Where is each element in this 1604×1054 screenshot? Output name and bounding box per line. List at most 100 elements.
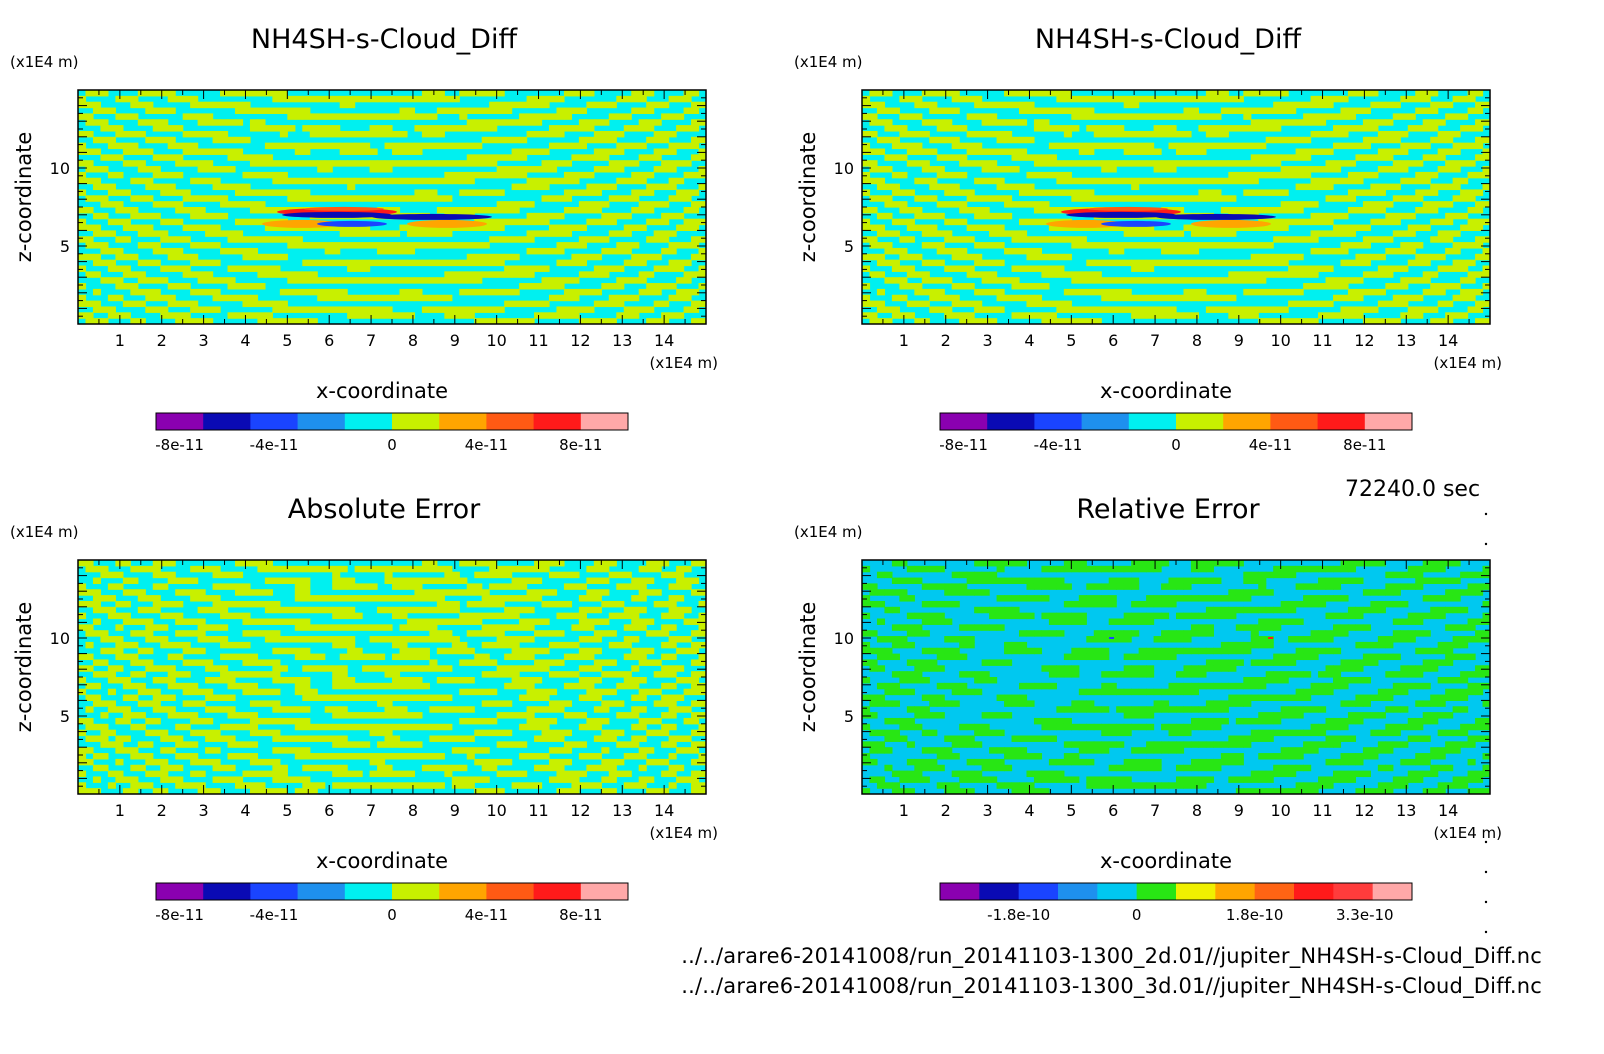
- field-cell: [1437, 166, 1446, 173]
- field-cell: [167, 560, 176, 567]
- field-cell: [235, 741, 244, 748]
- field-cell: [1041, 265, 1050, 272]
- field-cell: [249, 125, 259, 132]
- field-cell: [623, 653, 632, 661]
- field-cell: [1452, 142, 1461, 150]
- field-cell: [414, 753, 423, 760]
- field-cell: [563, 113, 573, 120]
- field-cell: [197, 565, 206, 573]
- field-cell: [264, 606, 273, 614]
- field-cell: [1131, 306, 1140, 313]
- field-cell: [1340, 306, 1349, 313]
- field-cell: [287, 242, 296, 249]
- field-cell: [549, 717, 558, 725]
- field-cell: [392, 741, 401, 748]
- field-cell: [1280, 136, 1289, 144]
- field-cell: [1265, 90, 1274, 97]
- field-cell: [436, 565, 445, 573]
- field-cell: [556, 294, 565, 302]
- field-cell: [676, 776, 685, 783]
- field-cell: [601, 201, 610, 208]
- field-cell: [369, 125, 378, 132]
- field-cell: [578, 712, 587, 719]
- field-cell: [362, 753, 371, 760]
- field-cell: [951, 265, 960, 272]
- field-cell: [1213, 294, 1222, 302]
- field-cell: [601, 618, 610, 625]
- field-cell: [1086, 288, 1095, 296]
- field-cell: [519, 201, 528, 208]
- field-cell: [421, 589, 430, 596]
- field-cell: [1101, 306, 1110, 313]
- field-cell: [100, 242, 109, 249]
- field-cell: [92, 764, 102, 772]
- field-cell: [100, 247, 109, 255]
- field-cell: [623, 230, 632, 237]
- field-cell: [631, 242, 640, 249]
- field-cell: [1333, 177, 1342, 185]
- field-cell: [354, 595, 363, 602]
- field-cell: [302, 288, 311, 296]
- field-cell: [1258, 253, 1267, 261]
- field-cell: [646, 758, 655, 766]
- field-cell: [1250, 107, 1259, 114]
- field-cell: [578, 224, 587, 231]
- field-cell: [1258, 277, 1267, 284]
- field-cell: [175, 600, 184, 608]
- field-cell: [1475, 119, 1484, 126]
- field-cell: [197, 589, 206, 596]
- field-cell: [511, 318, 520, 324]
- field-cell: [504, 606, 513, 614]
- field-cell: [137, 230, 146, 237]
- field-cell: [929, 166, 938, 173]
- field-cell: [549, 641, 558, 649]
- field-cell: [578, 682, 587, 690]
- field-cell: [541, 247, 550, 255]
- field-cell: [406, 148, 416, 155]
- field-cell: [78, 688, 87, 696]
- field-cell: [921, 288, 930, 296]
- field-cell: [668, 753, 677, 760]
- field-cell: [616, 300, 625, 308]
- x-tick-label: 3: [199, 331, 209, 350]
- field-cell: [1153, 130, 1162, 138]
- field-cell: [1033, 283, 1043, 290]
- field-cell: [489, 571, 498, 579]
- field-cell: [1280, 318, 1289, 324]
- field-cell: [1243, 160, 1252, 167]
- field-cell: [115, 294, 124, 302]
- field-cell: [414, 242, 423, 249]
- field-cell: [1265, 218, 1274, 226]
- field-cell: [481, 560, 490, 567]
- field-cell: [287, 776, 296, 783]
- field-cell: [1340, 259, 1349, 267]
- field-cell: [406, 107, 416, 114]
- field-cell: [1340, 130, 1349, 138]
- field-cell: [698, 612, 706, 620]
- field-cell: [414, 125, 423, 132]
- field-cell: [1033, 90, 1043, 97]
- field-cell: [1310, 166, 1319, 173]
- field-cell: [257, 271, 266, 278]
- field-cell: [1340, 283, 1349, 290]
- field-cell: [1430, 183, 1439, 191]
- field-cell: [212, 595, 221, 602]
- field-cell: [160, 747, 169, 754]
- field-cell: [563, 207, 573, 214]
- field-cell: [347, 694, 356, 701]
- field-cell: [362, 265, 371, 272]
- field-cell: [586, 624, 595, 631]
- field-cell: [1422, 224, 1431, 231]
- field-cell: [563, 189, 573, 196]
- field-cell: [691, 218, 700, 226]
- field-cell: [1407, 177, 1416, 185]
- field-cell: [1176, 277, 1185, 284]
- field-cell: [631, 207, 640, 214]
- field-cell: [1347, 189, 1357, 196]
- field-cell: [638, 107, 647, 114]
- field-cell: [264, 688, 273, 696]
- field-cell: [317, 764, 326, 772]
- field-cell: [519, 171, 528, 179]
- field-cell: [369, 565, 378, 573]
- field-cell: [914, 253, 923, 261]
